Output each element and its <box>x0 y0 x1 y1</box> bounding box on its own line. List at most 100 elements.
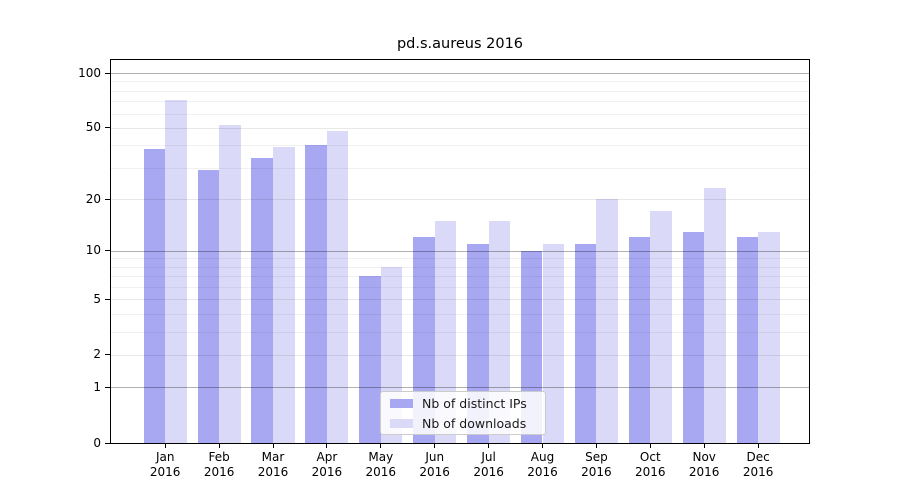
x-axis-label-year: 2016 <box>688 465 720 479</box>
x-axis-label-year: 2016 <box>473 465 504 479</box>
bar-nb-of-distinct-ips-oct <box>628 237 651 443</box>
bar-nb-of-distinct-ips-dec <box>736 237 759 443</box>
bar-nb-of-downloads-sep <box>596 199 618 443</box>
bar-nb-of-downloads-aug <box>542 243 565 443</box>
bar-nb-of-downloads-jul <box>488 220 511 443</box>
plot-area <box>110 59 810 444</box>
bar-nb-of-downloads-apr <box>326 131 349 443</box>
x-axis-label-month: Jan <box>155 450 175 464</box>
gridline-y-80 <box>111 90 809 92</box>
x-axis-label-month: Nov <box>692 450 716 464</box>
x-axis-tick-jul <box>488 444 490 448</box>
bar-nb-of-distinct-ips-nov <box>682 231 705 443</box>
gridline-y-3 <box>111 331 809 333</box>
bar-nb-of-distinct-ips-apr <box>305 145 327 443</box>
gridline-y-70 <box>111 101 809 103</box>
bar-nb-of-downloads-feb <box>219 124 241 443</box>
gridline-y-30 <box>111 167 809 169</box>
x-axis-label-year: 2016 <box>257 465 289 479</box>
x-axis-label-oct: Oct 2016 <box>618 450 682 480</box>
x-axis-label-apr: Apr 2016 <box>295 450 359 480</box>
gridline-y-4 <box>111 314 809 316</box>
y-axis-label-2: 2 <box>93 347 101 362</box>
gridline-y-10 <box>111 250 809 252</box>
x-axis-label-month: Jul <box>481 450 496 464</box>
x-axis-label-month: Dec <box>746 450 770 464</box>
x-axis-label-year: 2016 <box>742 465 774 479</box>
bar-nb-of-downloads-mar <box>273 147 295 443</box>
x-axis-tick-oct <box>649 444 651 448</box>
x-axis-label-feb: Feb 2016 <box>187 450 251 480</box>
bar-nb-of-distinct-ips-sep <box>574 243 597 443</box>
legend-swatch-distinct-ips <box>390 398 413 408</box>
bar-nb-of-downloads-dec <box>758 231 780 443</box>
legend-label-downloads: Nb of downloads <box>422 415 527 431</box>
gridline-y-40 <box>111 145 809 147</box>
x-axis-tick-jun <box>434 444 436 448</box>
x-axis-label-month: Oct <box>639 450 661 464</box>
gridline-y-100 <box>111 73 809 75</box>
x-axis-label-year: 2016 <box>203 465 235 479</box>
x-axis-tick-jan <box>164 444 166 448</box>
x-axis-label-aug: Aug 2016 <box>511 450 575 480</box>
x-axis-label-month: May <box>368 450 394 464</box>
x-axis-label-year: 2016 <box>365 465 397 479</box>
x-axis-tick-aug <box>542 444 543 448</box>
bar-nb-of-distinct-ips-jan <box>143 149 166 443</box>
x-axis-tick-feb <box>218 444 220 448</box>
x-axis-tick-mar <box>272 444 274 448</box>
x-axis-label-may: May 2016 <box>349 450 413 480</box>
x-axis-label-year: 2016 <box>311 465 343 479</box>
bar-nb-of-distinct-ips-may <box>359 276 381 443</box>
x-axis-label-year: 2016 <box>635 465 666 479</box>
legend-item-distinct-ips: Nb of distinct IPs <box>381 395 545 412</box>
y-axis-label-50: 50 <box>85 120 101 135</box>
gridline-y-5 <box>111 299 809 301</box>
x-axis-label-year: 2016 <box>149 465 181 479</box>
x-axis-tick-nov <box>703 444 705 448</box>
y-axis-label-10: 10 <box>85 243 101 258</box>
gridline-y-7 <box>111 276 809 278</box>
bar-nb-of-downloads-oct <box>650 211 672 443</box>
gridline-y-20 <box>111 199 809 200</box>
x-axis-label-month: Apr <box>316 450 338 464</box>
x-axis-label-jan: Jan 2016 <box>133 450 197 480</box>
gridline-y-60 <box>111 113 809 115</box>
y-axis-label-5: 5 <box>93 291 101 306</box>
chart-title: pd.s.aureus 2016 <box>396 36 524 52</box>
bar-nb-of-distinct-ips-feb <box>197 170 220 443</box>
x-axis-label-year: 2016 <box>527 465 558 479</box>
x-axis-label-dec: Dec 2016 <box>726 450 790 480</box>
x-axis-label-year: 2016 <box>419 465 450 479</box>
x-axis-label-month: Jun <box>425 450 445 464</box>
legend-swatch-downloads <box>390 418 413 428</box>
gridline-y-50 <box>111 127 809 129</box>
gridline-y-2 <box>111 354 809 356</box>
bar-nb-of-downloads-nov <box>704 188 726 443</box>
legend-item-downloads: Nb of downloads <box>381 415 545 432</box>
x-axis-tick-sep <box>595 444 597 448</box>
bar-nb-of-downloads-jun <box>434 220 457 443</box>
y-axis-label-1: 1 <box>93 379 101 394</box>
x-axis-tick-apr <box>326 444 328 448</box>
y-axis-label-100: 100 <box>78 65 101 80</box>
gridline-y-6 <box>111 287 809 289</box>
x-axis-label-month: Feb <box>208 450 230 464</box>
gridline-y-1 <box>111 387 809 389</box>
x-axis-label-sep: Sep 2016 <box>564 450 628 480</box>
x-axis-label-jul: Jul 2016 <box>457 450 521 480</box>
x-axis-label-month: Aug <box>530 450 555 464</box>
y-axis-label-20: 20 <box>85 191 101 206</box>
x-axis-label-nov: Nov 2016 <box>672 450 736 480</box>
x-axis-label-year: 2016 <box>581 465 612 479</box>
x-axis-label-jun: Jun 2016 <box>403 450 467 480</box>
legend: Nb of distinct IPs Nb of downloads <box>380 391 546 435</box>
x-axis-label-month: Sep <box>585 450 608 464</box>
x-axis-tick-may <box>380 444 382 448</box>
gridline-y-9 <box>111 258 809 260</box>
y-axis-label-0: 0 <box>93 435 101 450</box>
gridline-y-90 <box>111 81 809 83</box>
bar-nb-of-distinct-ips-mar <box>251 158 273 443</box>
x-axis-label-mar: Mar 2016 <box>241 450 305 480</box>
